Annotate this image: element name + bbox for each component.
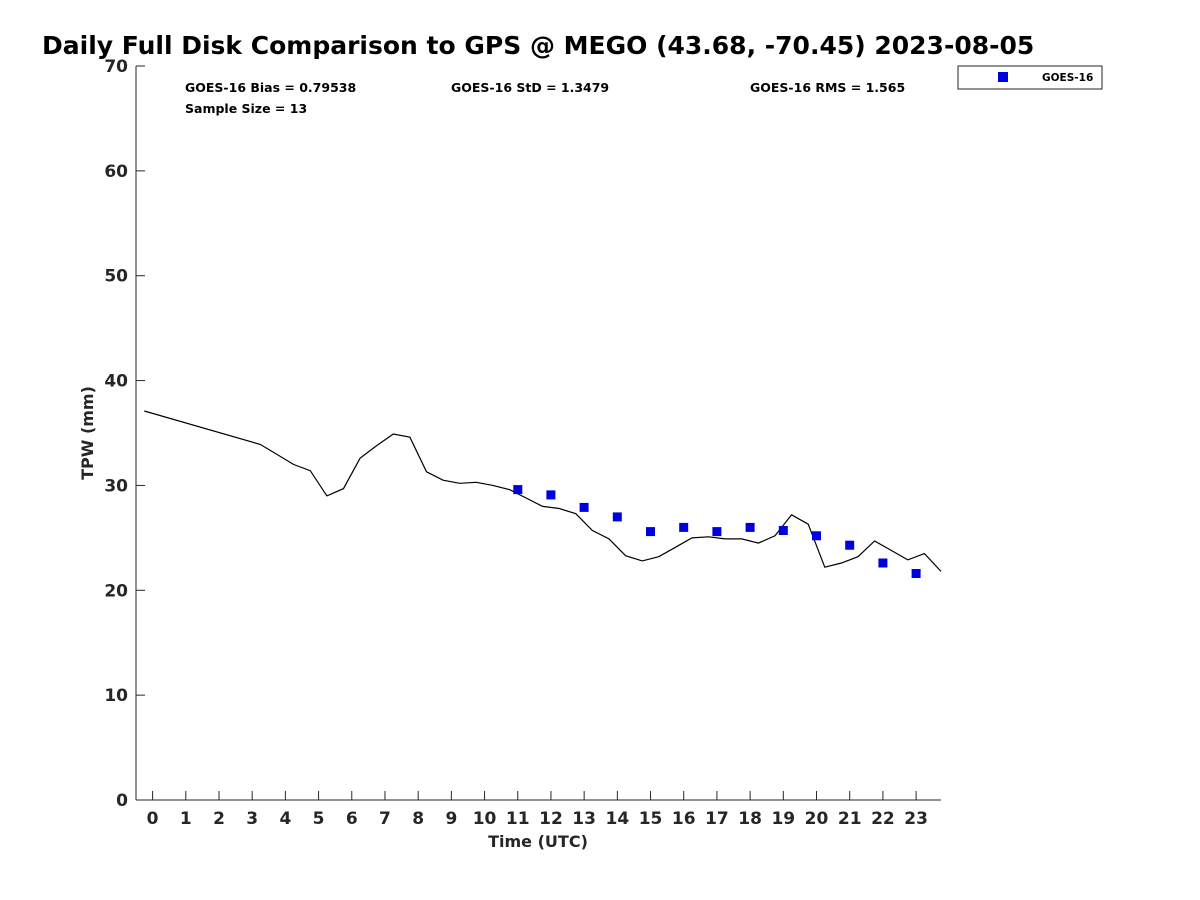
- stat-rms: GOES-16 RMS = 1.565: [750, 80, 905, 95]
- x-tick-label: 3: [246, 809, 258, 829]
- goes-16-point: [612, 512, 622, 522]
- goes-16-point: [513, 485, 523, 495]
- x-tick-label: 6: [346, 809, 358, 829]
- legend-label-goes-16: GOES-16: [1042, 72, 1093, 84]
- x-tick-label: 21: [838, 809, 862, 829]
- x-tick-label: 12: [539, 809, 563, 829]
- x-axis-label: Time (UTC): [488, 832, 588, 851]
- axes: [135, 66, 941, 801]
- x-tick-label: 17: [705, 809, 729, 829]
- stat-sample-size: Sample Size = 13: [185, 101, 307, 116]
- x-tick-label: 1: [180, 809, 192, 829]
- x-tick-label: 16: [672, 809, 696, 829]
- gps-line-layer: [144, 410, 942, 572]
- x-tick-label: 20: [805, 809, 829, 829]
- goes-16-point: [745, 522, 755, 532]
- goes-16-point: [679, 522, 689, 532]
- x-tick-label: 8: [412, 809, 424, 829]
- legend: GOES-16: [957, 65, 1103, 90]
- y-ticks: 0 10 20 30 40 50 60 70: [104, 57, 145, 811]
- x-tick-label: 18: [738, 809, 762, 829]
- y-tick-label: 50: [104, 267, 128, 287]
- x-tick-label: 22: [871, 809, 895, 829]
- x-tick-label: 0: [147, 809, 159, 829]
- goes-points-layer: [513, 485, 921, 578]
- x-tick-label: 2: [213, 809, 225, 829]
- y-axis-label: TPW (mm): [78, 386, 97, 480]
- stat-std: GOES-16 StD = 1.3479: [451, 80, 609, 95]
- x-tick-label: 7: [379, 809, 391, 829]
- x-tick-label: 13: [572, 809, 596, 829]
- x-tick-label: 11: [506, 809, 530, 829]
- x-tick-label: 19: [771, 809, 795, 829]
- y-tick-label: 70: [104, 57, 128, 77]
- stat-bias: GOES-16 Bias = 0.79538: [185, 80, 356, 95]
- goes-16-point: [845, 540, 855, 550]
- x-tick-label: 23: [904, 809, 928, 829]
- y-tick-label: 60: [104, 162, 128, 182]
- legend-marker-goes-16: [998, 72, 1008, 82]
- y-tick-label: 30: [104, 476, 128, 496]
- goes-16-point: [646, 527, 655, 537]
- gps-tpw-line: [144, 410, 942, 572]
- x-tick-label: 15: [639, 809, 663, 829]
- goes-16-point: [878, 558, 888, 568]
- x-tick-label: 14: [606, 809, 630, 829]
- y-tick-label: 40: [104, 372, 128, 392]
- goes-16-point: [579, 502, 589, 512]
- legend-box: [957, 65, 1103, 90]
- goes-16-point: [712, 527, 722, 537]
- chart-title: Daily Full Disk Comparison to GPS @ MEGO…: [42, 31, 1034, 60]
- x-tick-label: 10: [473, 809, 497, 829]
- y-tick-label: 10: [104, 686, 128, 706]
- y-tick-label: 0: [116, 791, 128, 811]
- y-tick-label: 20: [104, 581, 128, 601]
- goes-16-point: [911, 569, 921, 578]
- x-tick-label: 4: [279, 809, 291, 829]
- stats-annotations: GOES-16 Bias = 0.79538 GOES-16 StD = 1.3…: [185, 80, 905, 116]
- x-tick-label: 9: [445, 809, 457, 829]
- goes-16-point: [546, 490, 556, 500]
- goes-16-point: [778, 526, 788, 535]
- x-ticks: 0 1 2 3 4 5 6 7 8 9 10 11 12 13 14 15 16 17 18 19 20 21 22 23: [147, 791, 928, 829]
- x-tick-label: 5: [313, 809, 325, 829]
- goes-16-point: [812, 531, 821, 541]
